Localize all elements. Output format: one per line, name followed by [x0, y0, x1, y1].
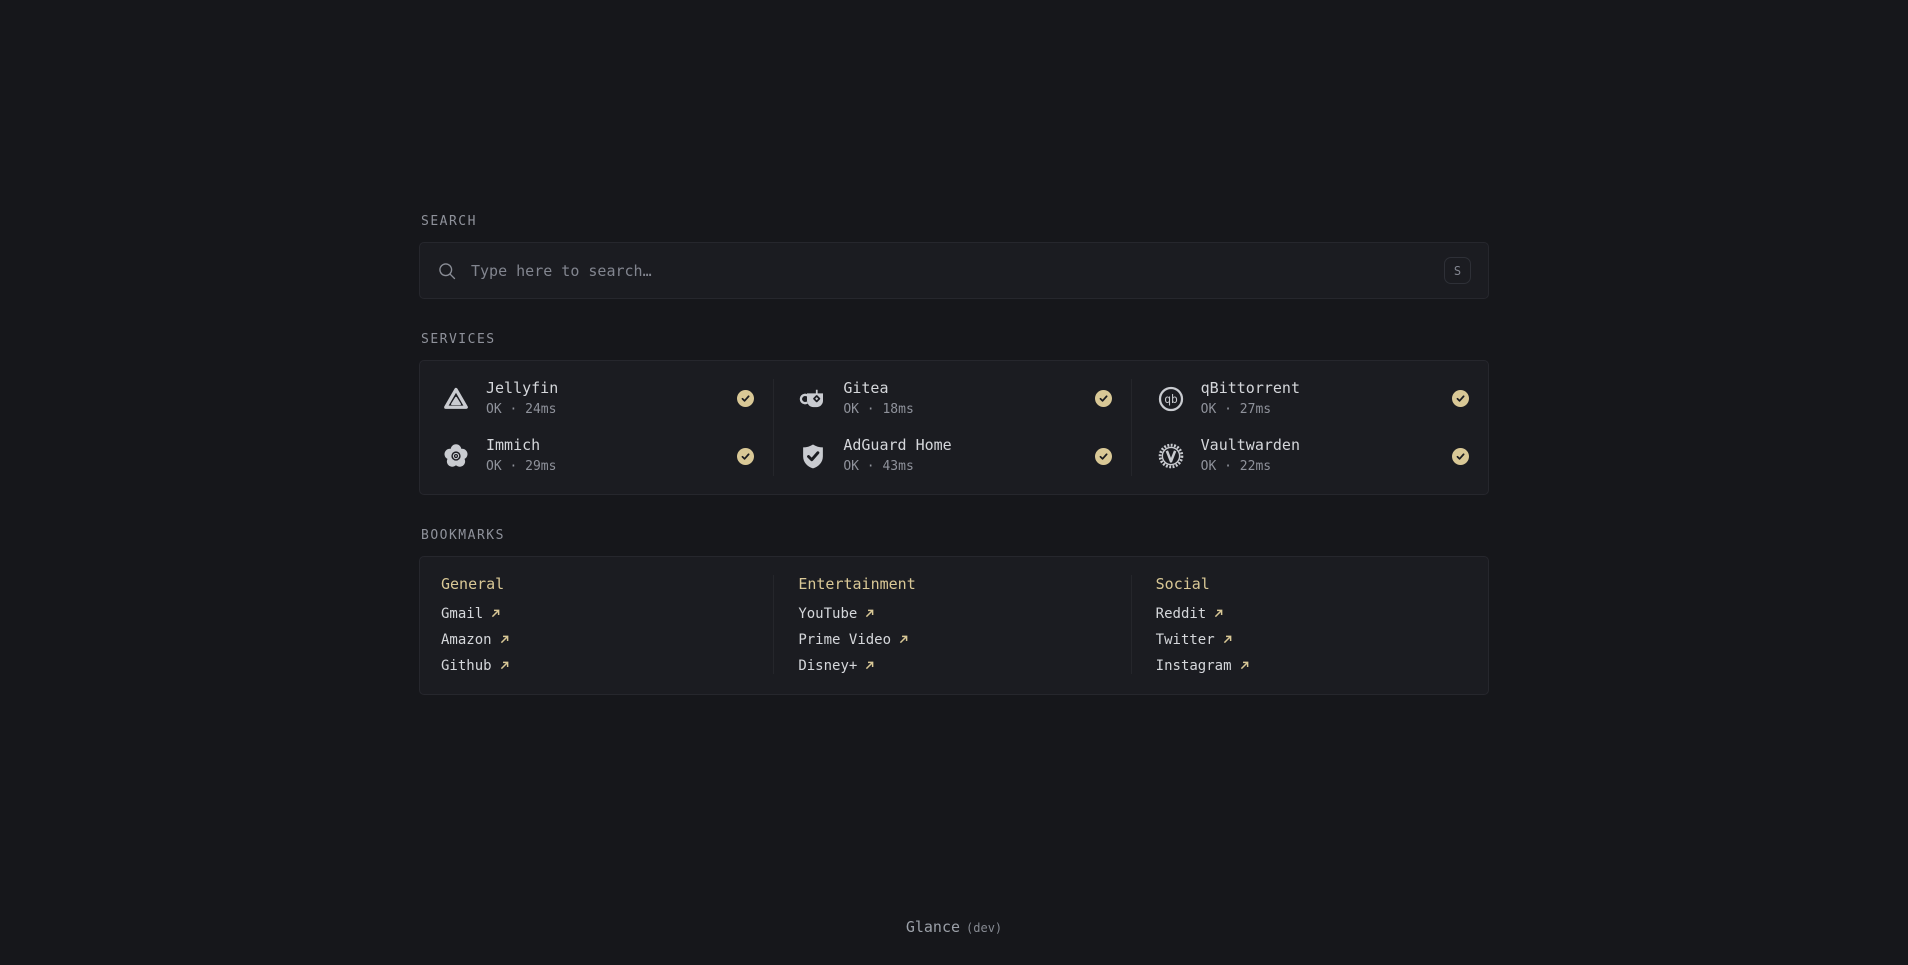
bookmark-link-disney-plus[interactable]: Disney+ — [798, 658, 875, 674]
external-link-icon — [1213, 608, 1224, 619]
search-shortcut-hint: S — [1444, 257, 1471, 284]
status-ok-badge — [737, 447, 755, 465]
bookmark-link-instagram[interactable]: Instagram — [1156, 658, 1250, 674]
services-section-label: SERVICES — [421, 332, 496, 347]
bookmark-link-label: Disney+ — [798, 657, 858, 674]
bookmark-group-title: Entertainment — [798, 574, 916, 593]
service-name: Jellyfin — [486, 379, 559, 397]
search-widget: SEARCH S — [419, 214, 1489, 299]
service-name: Immich — [486, 436, 541, 455]
services-column-2: Gitea OK · 18ms AdGuard — [773, 379, 1130, 476]
service-status: OK · 29ms — [486, 458, 557, 474]
external-link-icon — [864, 608, 875, 619]
service-status: OK · 18ms — [843, 401, 914, 417]
service-tile-gitea[interactable]: Gitea OK · 18ms — [798, 379, 1114, 418]
service-tile-jellyfin[interactable]: Jellyfin OK · 24ms — [441, 379, 757, 418]
external-link-icon — [864, 660, 875, 671]
service-text: Vaultwarden OK · 22ms — [1201, 436, 1300, 475]
bookmark-link-label: Gmail — [441, 605, 484, 622]
bookmark-link-label: YouTube — [798, 605, 858, 622]
bookmark-link-gmail[interactable]: Gmail — [441, 606, 501, 622]
bookmark-link-label: Twitter — [1155, 631, 1215, 648]
service-name: AdGuard Home — [843, 436, 952, 455]
service-text: AdGuard Home OK · 43ms — [843, 436, 951, 475]
external-link-icon — [499, 660, 510, 671]
search-icon — [437, 261, 457, 281]
external-link-icon — [898, 634, 909, 645]
bookmark-list: Gmail Amazon Github — [441, 606, 757, 674]
services-widget: SERVICES Jellyfin OK · 24ms — [419, 332, 1489, 495]
jellyfin-icon — [441, 384, 471, 414]
service-text: qBittorrent OK · 27ms — [1201, 379, 1300, 418]
bookmark-group-entertainment: Entertainment YouTube Prime Video Disney… — [773, 574, 1130, 674]
bookmark-list: Reddit Twitter Instagram — [1156, 606, 1472, 674]
service-status: OK · 43ms — [843, 458, 914, 474]
vaultwarden-icon — [1156, 441, 1186, 471]
bookmark-link-label: Amazon — [441, 631, 492, 648]
external-link-icon — [1239, 660, 1250, 671]
bookmark-group-general: General Gmail Amazon Github — [420, 575, 773, 674]
service-name: Gitea — [843, 379, 889, 397]
bookmark-link-reddit[interactable]: Reddit — [1156, 606, 1225, 622]
bookmark-link-label: Github — [441, 657, 492, 674]
service-tile-adguard-home[interactable]: AdGuard Home OK · 43ms — [798, 436, 1114, 475]
service-text: Jellyfin OK · 24ms — [486, 379, 558, 418]
service-tile-immich[interactable]: Immich OK · 29ms — [441, 436, 757, 475]
bookmarks-card: General Gmail Amazon Github — [419, 555, 1489, 695]
bookmark-link-label: Instagram — [1155, 657, 1232, 674]
page-footer: Glance (dev) — [419, 917, 1489, 936]
check-icon — [1099, 395, 1108, 402]
service-text: Gitea OK · 18ms — [843, 379, 913, 418]
search-input[interactable] — [471, 261, 1430, 280]
status-ok-badge — [737, 390, 755, 408]
bookmark-link-github[interactable]: Github — [441, 658, 510, 674]
status-ok-badge — [1451, 390, 1469, 408]
bookmark-link-twitter[interactable]: Twitter — [1156, 632, 1233, 648]
bookmark-link-amazon[interactable]: Amazon — [441, 632, 510, 648]
service-status: OK · 27ms — [1200, 401, 1272, 417]
service-tile-qbittorrent[interactable]: qb qBittorrent OK · 27ms — [1156, 379, 1472, 418]
check-icon — [1456, 452, 1465, 460]
external-link-icon — [499, 634, 510, 645]
check-icon — [1099, 452, 1108, 460]
services-column-3: qb qBittorrent OK · 27ms — [1130, 379, 1488, 476]
gitea-icon — [798, 384, 828, 414]
check-icon — [741, 452, 750, 460]
services-card: Jellyfin OK · 24ms — [419, 360, 1489, 495]
svg-text:qb: qb — [1164, 393, 1178, 406]
adguard-home-icon — [798, 441, 828, 471]
status-ok-badge — [1094, 390, 1112, 408]
service-tile-vaultwarden[interactable]: Vaultwarden OK · 22ms — [1156, 436, 1472, 475]
search-section-label: SEARCH — [421, 214, 477, 229]
bookmark-group-title: Social — [1155, 574, 1210, 593]
status-ok-badge — [1094, 447, 1112, 465]
services-column-1: Jellyfin OK · 24ms — [420, 379, 773, 476]
service-name: qBittorrent — [1200, 379, 1300, 397]
external-link-icon — [490, 608, 501, 619]
footer-version: (dev) — [966, 920, 1003, 935]
bookmark-group-social: Social Reddit Twitter Instagram — [1130, 574, 1488, 674]
footer-app-name: Glance — [905, 917, 961, 936]
service-status: OK · 22ms — [1200, 458, 1272, 474]
check-icon — [741, 395, 750, 402]
bookmarks-widget: BOOKMARKS General Gmail Amazon Github — [419, 528, 1489, 695]
bookmark-link-prime-video[interactable]: Prime Video — [798, 632, 909, 648]
dashboard-page: SEARCH S SERVICES — [419, 0, 1489, 936]
bookmark-list: YouTube Prime Video Disney+ — [798, 606, 1114, 674]
check-icon — [1456, 395, 1465, 402]
service-name: Vaultwarden — [1200, 436, 1300, 455]
bookmarks-section-label: BOOKMARKS — [421, 527, 505, 543]
immich-icon — [441, 441, 471, 471]
bookmark-group-title: General — [441, 574, 505, 593]
external-link-icon — [1222, 634, 1233, 645]
bookmark-link-label: Prime Video — [798, 631, 892, 648]
bookmark-link-youtube[interactable]: YouTube — [798, 606, 875, 622]
status-ok-badge — [1451, 447, 1469, 465]
service-text: Immich OK · 29ms — [486, 436, 556, 475]
bookmark-link-label: Reddit — [1155, 605, 1207, 622]
qbittorrent-icon: qb — [1156, 384, 1186, 414]
search-bar: S — [419, 242, 1489, 299]
service-status: OK · 24ms — [486, 401, 557, 417]
